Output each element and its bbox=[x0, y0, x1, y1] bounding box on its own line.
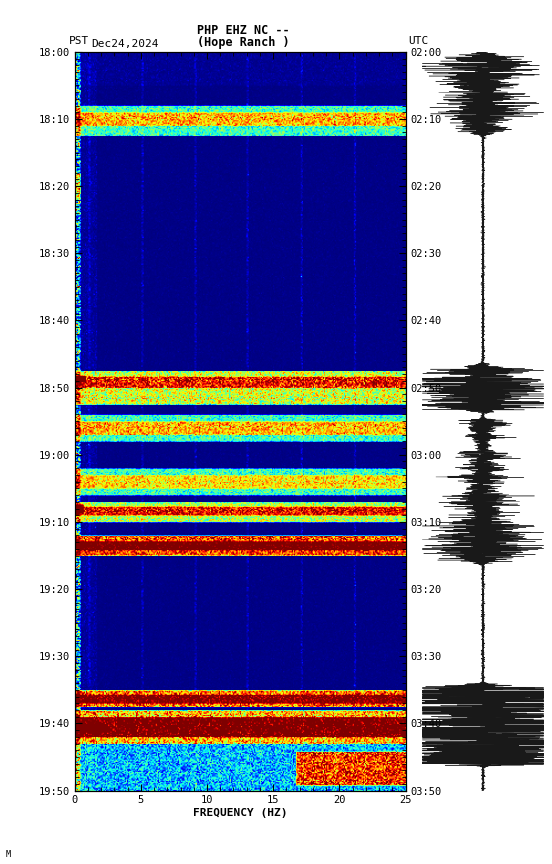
Text: (Hope Ranch ): (Hope Ranch ) bbox=[197, 35, 289, 49]
Text: UTC: UTC bbox=[408, 36, 429, 47]
Text: PST: PST bbox=[69, 36, 89, 47]
X-axis label: FREQUENCY (HZ): FREQUENCY (HZ) bbox=[193, 808, 288, 818]
Text: PHP EHZ NC --: PHP EHZ NC -- bbox=[197, 23, 289, 37]
Text: Dec24,2024: Dec24,2024 bbox=[91, 39, 158, 49]
Text: M: M bbox=[6, 850, 10, 859]
